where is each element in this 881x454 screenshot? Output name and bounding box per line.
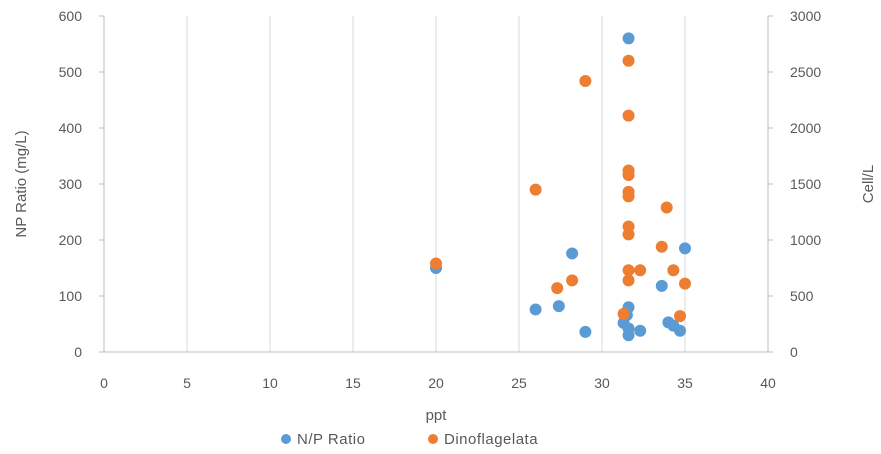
dinoflagelata-point bbox=[660, 201, 673, 214]
y2-tick-label: 1500 bbox=[790, 176, 821, 192]
np-ratio-point bbox=[655, 279, 668, 292]
dinoflagelata-point bbox=[566, 274, 579, 287]
dinoflagelata-point bbox=[430, 257, 442, 270]
x-tick-label: 10 bbox=[262, 375, 278, 391]
y2-axis-title: Cell/L bbox=[860, 165, 877, 203]
y-tick-labels: 0 100 200 300 400 500 600 bbox=[59, 8, 83, 360]
dinoflagelata-point bbox=[655, 240, 668, 253]
x-tick-label: 20 bbox=[428, 375, 444, 391]
np-ratio-point bbox=[566, 247, 579, 260]
y-tick-label: 600 bbox=[59, 8, 83, 24]
x-tick-label: 30 bbox=[594, 375, 610, 391]
dinoflagelata-point bbox=[551, 282, 564, 295]
dinoflagelata-point bbox=[617, 307, 630, 320]
x-tick-label: 15 bbox=[345, 375, 361, 391]
legend-marker-np-ratio bbox=[281, 434, 291, 444]
x-axis-title: ppt bbox=[426, 407, 448, 424]
legend-marker-dinoflagelata bbox=[428, 434, 438, 444]
y-tick-label: 200 bbox=[59, 232, 83, 248]
dinoflagelata-point bbox=[634, 264, 647, 277]
y2-tick-label: 0 bbox=[790, 344, 798, 360]
y-tick-label: 0 bbox=[74, 344, 82, 360]
gridlines bbox=[103, 16, 769, 352]
np-ratio-point bbox=[622, 32, 635, 45]
dinoflagelata-point bbox=[679, 277, 691, 290]
legend-label-np-ratio: N/P Ratio bbox=[297, 431, 365, 448]
np-ratio-point bbox=[622, 329, 635, 342]
x-tick-label: 0 bbox=[100, 375, 108, 391]
np-ratio-point bbox=[529, 303, 542, 316]
dinoflagelata-point bbox=[622, 274, 635, 287]
y-tick-label: 400 bbox=[59, 120, 83, 136]
dinoflagelata-point bbox=[667, 264, 680, 277]
y2-tick-label: 1000 bbox=[790, 232, 821, 248]
dinoflagelata-point bbox=[674, 310, 687, 323]
dinoflagelata-point bbox=[622, 264, 635, 277]
np-ratio-point bbox=[679, 242, 691, 255]
x-tick-label: 35 bbox=[677, 375, 693, 391]
dinoflagelata-point bbox=[622, 228, 635, 241]
x-tick-label: 40 bbox=[760, 375, 776, 391]
x-tick-labels: 0 5 10 15 20 25 30 35 40 bbox=[100, 375, 776, 391]
y2-tick-label: 3000 bbox=[790, 8, 821, 24]
dinoflagelata-point bbox=[529, 183, 542, 196]
np-ratio-point bbox=[552, 300, 565, 313]
legend: N/P Ratio Dinoflagelata bbox=[281, 431, 538, 448]
np-ratio-point bbox=[579, 325, 592, 338]
np-ratio-point bbox=[674, 324, 687, 337]
legend-label-dinoflagelata: Dinoflagelata bbox=[444, 431, 538, 448]
y-tick-label: 100 bbox=[59, 288, 83, 304]
y2-tick-label: 2500 bbox=[790, 64, 821, 80]
dinoflagelata-point bbox=[622, 169, 635, 182]
y-tick-label: 300 bbox=[59, 176, 83, 192]
np-ratio-point bbox=[634, 324, 647, 337]
data-points bbox=[430, 32, 691, 342]
x-tick-label: 5 bbox=[183, 375, 191, 391]
y2-tick-label: 500 bbox=[790, 288, 814, 304]
dinoflagelata-point bbox=[622, 190, 635, 203]
y-axis-title: NP Ratio (mg/L) bbox=[13, 130, 30, 237]
x-tick-label: 25 bbox=[511, 375, 527, 391]
y2-tick-labels: 0 500 1000 1500 2000 2500 3000 bbox=[790, 8, 821, 360]
dinoflagelata-point bbox=[622, 109, 635, 122]
dinoflagelata-point bbox=[579, 74, 592, 87]
y-tick-label: 500 bbox=[59, 64, 83, 80]
y2-tick-label: 2000 bbox=[790, 120, 821, 136]
dinoflagelata-point bbox=[622, 54, 635, 67]
axes bbox=[99, 15, 773, 353]
